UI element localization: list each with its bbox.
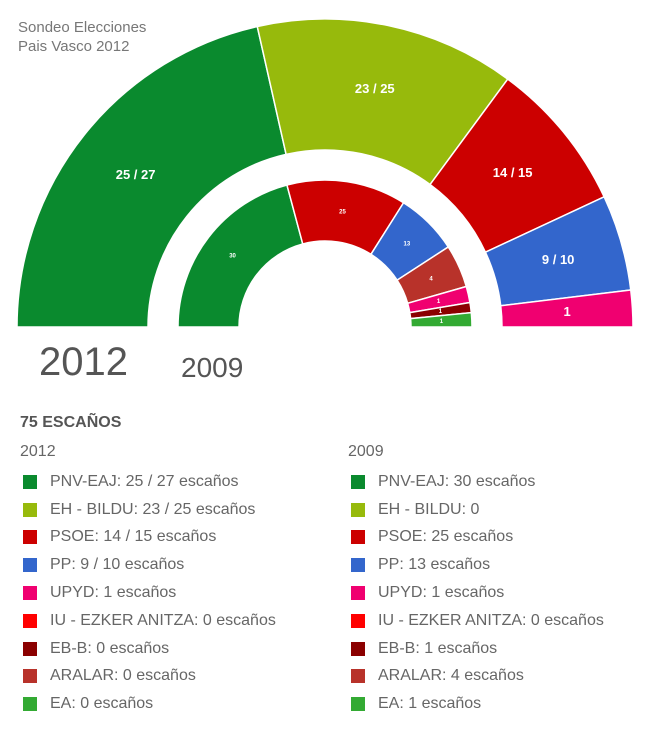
legend-item: EA: 1 escaños (348, 690, 604, 718)
legend-item: PP: 9 / 10 escaños (20, 551, 276, 579)
legend-item-label: PNV-EAJ: 25 / 27 escaños (50, 472, 239, 490)
legend-item-label: UPYD: 1 escaños (378, 584, 505, 602)
legend-item: UPYD: 1 escaños (348, 579, 604, 607)
segment-label: 4 (429, 276, 433, 282)
color-swatch-icon (351, 558, 365, 573)
total-seats-label: 75 ESCAÑOS (20, 414, 122, 431)
color-swatch-icon (351, 697, 365, 712)
legend-item: PNV-EAJ: 30 escaños (348, 468, 604, 496)
segment-label: 9 / 10 (542, 252, 575, 267)
color-swatch-icon (351, 586, 365, 601)
legend-2012: 2012 PNV-EAJ: 25 / 27 escaños EH - BILDU:… (20, 442, 276, 718)
color-swatch-icon (23, 697, 37, 712)
color-swatch-icon (351, 530, 365, 545)
year-label-2012: 2012 (39, 340, 128, 384)
legend-item-label: EH - BILDU: 0 (378, 500, 480, 518)
legend-item: PSOE: 14 / 15 escaños (20, 524, 276, 552)
parliament-chart: 25 / 27 23 / 25 14 / 15 9 / 10 1 30 25 13 4 1 1 1 (16, 18, 634, 328)
color-swatch-icon (23, 641, 37, 656)
segment-label: 25 / 27 (116, 167, 156, 182)
color-swatch-icon (23, 530, 37, 545)
legend-item-label: EA: 1 escaños (378, 695, 482, 713)
color-swatch-icon (351, 641, 365, 656)
year-label-2009: 2009 (181, 352, 244, 383)
color-swatch-icon (23, 669, 37, 684)
legend-2009: 2009 PNV-EAJ: 30 escaños EH - BILDU: 0 PSO… (348, 442, 604, 718)
color-swatch-icon (351, 613, 365, 628)
legend-item-label: IU - EZKER ANITZA: 0 escaños (50, 611, 276, 629)
legend-header-2009: 2009 (348, 443, 384, 460)
segment-pnv-eaj (177, 184, 304, 328)
legend-item: IU - EZKER ANITZA: 0 escaños (20, 607, 276, 635)
color-swatch-icon (23, 558, 37, 573)
legend-item-label: EB-B: 1 escaños (378, 639, 498, 657)
segment-eh-bildu (256, 18, 509, 186)
legend-item: EA: 0 escaños (20, 690, 276, 718)
segment-label: 1 (437, 299, 441, 305)
legend-item-label: PP: 13 escaños (378, 556, 491, 574)
legend-item: PSOE: 25 escaños (348, 524, 604, 552)
color-swatch-icon (23, 613, 37, 628)
legend-item-label: ARALAR: 0 escaños (50, 667, 196, 685)
legend-item: ARALAR: 0 escaños (20, 663, 276, 691)
color-swatch-icon (23, 502, 37, 517)
legend-header-2012: 2012 (20, 443, 56, 460)
segment-pnv-eaj (16, 25, 287, 328)
legend-item: UPYD: 1 escaños (20, 579, 276, 607)
legend-item-label: PNV-EAJ: 30 escaños (378, 472, 536, 490)
legend-item-label: PP: 9 / 10 escaños (50, 556, 185, 574)
legend-item-label: EH - BILDU: 23 / 25 escaños (50, 500, 256, 518)
chart-title: Sondeo Elecciones Pais Vasco 2012 (18, 18, 146, 56)
color-swatch-icon (23, 586, 37, 601)
chart-title-line-1: Sondeo Elecciones (18, 19, 147, 36)
legend-item: PNV-EAJ: 25 / 27 escaños (20, 468, 276, 496)
segment-upyd (499, 289, 634, 328)
legend-item: PP: 13 escaños (348, 551, 604, 579)
ring-2009: 30 25 13 4 1 1 1 (177, 179, 473, 328)
legend-item: EH - BILDU: 23 / 25 escaños (20, 496, 276, 524)
legend-item: EB-B: 1 escaños (348, 635, 604, 663)
segment-label: 1 (439, 309, 443, 315)
segment-label: 30 (229, 254, 236, 260)
legend-item-label: ARALAR: 4 escaños (378, 667, 524, 685)
legend-item-label: PSOE: 25 escaños (378, 528, 514, 546)
legend-item: EH - BILDU: 0 (348, 496, 604, 524)
segment-label: 25 (339, 209, 346, 215)
legend-item-label: EB-B: 0 escaños (50, 639, 170, 657)
legend-item: EB-B: 0 escaños (20, 635, 276, 663)
color-swatch-icon (351, 502, 365, 517)
legend-item: ARALAR: 4 escaños (348, 663, 604, 691)
color-swatch-icon (351, 474, 365, 489)
segment-ea (409, 311, 473, 328)
segment-label: 23 / 25 (355, 81, 395, 96)
segment-label: 14 / 15 (493, 165, 533, 180)
legend-item: IU - EZKER ANITZA: 0 escaños (348, 607, 604, 635)
legend-item-label: EA: 0 escaños (50, 695, 154, 713)
chart-title-line-2: Pais Vasco 2012 (18, 38, 130, 55)
color-swatch-icon (351, 669, 365, 684)
color-swatch-icon (23, 474, 37, 489)
segment-label: 1 (563, 304, 570, 319)
segment-label: 1 (440, 319, 444, 325)
ring-2012: 25 / 27 23 / 25 14 / 15 9 / 10 1 (16, 18, 634, 328)
segment-label: 13 (404, 242, 411, 248)
legend-item-label: UPYD: 1 escaños (50, 584, 177, 602)
legend-item-label: PSOE: 14 / 15 escaños (50, 528, 217, 546)
legend-item-label: IU - EZKER ANITZA: 0 escaños (378, 611, 604, 629)
